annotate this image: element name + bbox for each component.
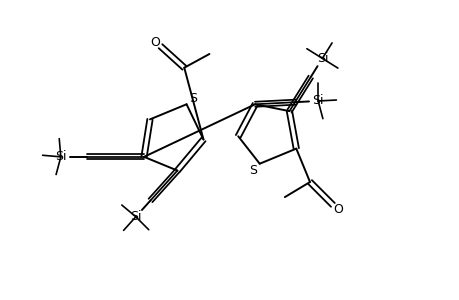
Text: S: S	[189, 92, 196, 105]
Text: O: O	[333, 203, 342, 216]
Text: Si: Si	[316, 52, 327, 65]
Text: S: S	[249, 164, 257, 177]
Text: O: O	[150, 36, 160, 49]
Text: Si: Si	[130, 210, 141, 223]
Text: Si: Si	[55, 150, 67, 164]
Text: Si: Si	[312, 94, 323, 107]
